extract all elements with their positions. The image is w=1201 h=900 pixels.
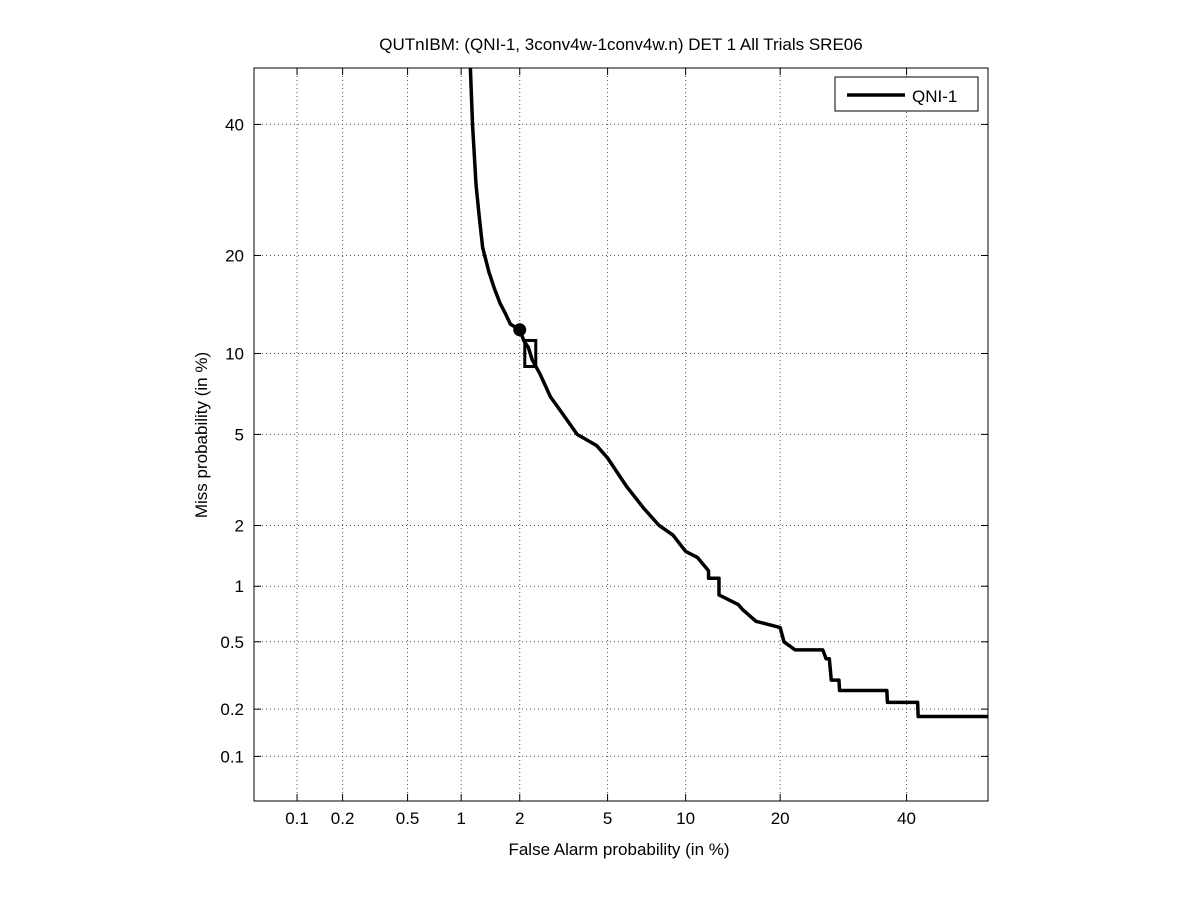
min-dcf-marker [513, 323, 527, 337]
actual-dcf-marker [523, 338, 538, 368]
y-tick-label: 2 [235, 516, 244, 535]
chart-title: QUTnIBM: (QNI-1, 3conv4w-1conv4w.n) DET … [379, 35, 862, 54]
x-tick-label: 10 [676, 809, 695, 828]
x-tick-label: 1 [456, 809, 465, 828]
y-tick-label: 20 [225, 246, 244, 265]
y-tick-label: 10 [225, 344, 244, 363]
y-tick-label: 0.1 [220, 747, 244, 766]
x-tick-label: 20 [771, 809, 790, 828]
x-tick-label: 0.2 [331, 809, 355, 828]
tick-labels: 0.1 0.2 0.5 1 2 5 10 20 40 0.1 0.2 0.5 1 2 5 10 20 40 [220, 115, 916, 828]
y-axis-label: Miss probability (in %) [192, 352, 211, 518]
x-tick-label: 5 [603, 809, 612, 828]
y-tick-label: 5 [235, 425, 244, 444]
y-tick-label: 0.2 [220, 700, 244, 719]
legend-entry-label: QNI-1 [912, 87, 957, 106]
x-tick-label: 2 [515, 809, 524, 828]
y-tick-label: 40 [225, 115, 244, 134]
tick-marks [254, 68, 988, 801]
x-tick-label: 0.5 [396, 809, 420, 828]
x-tick-label: 40 [897, 809, 916, 828]
series-layer [468, 68, 988, 719]
x-tick-label: 0.1 [285, 809, 309, 828]
x-axis-label: False Alarm probability (in %) [508, 840, 729, 859]
det-curve-qni-1 [468, 68, 988, 719]
y-tick-label: 0.5 [220, 633, 244, 652]
y-tick-label: 1 [235, 577, 244, 596]
legend: QNI-1 [834, 76, 979, 112]
